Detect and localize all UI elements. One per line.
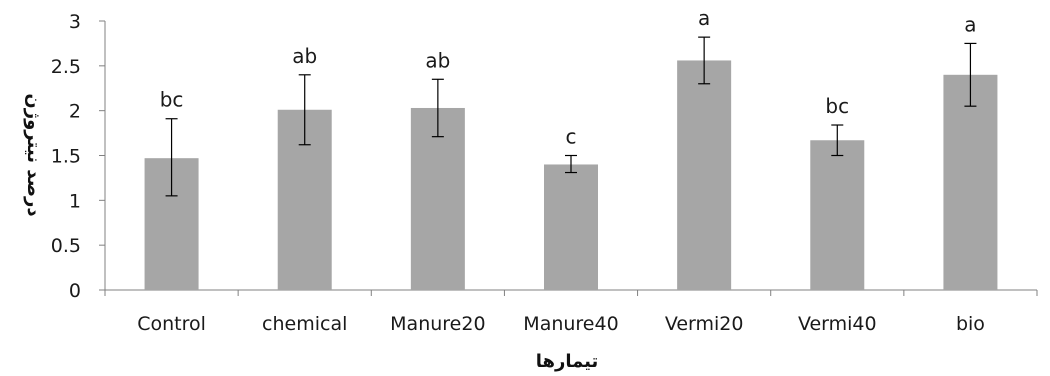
y-axis-title: درصد نیتروژن <box>23 93 44 216</box>
x-tick-label: bio <box>956 313 985 335</box>
bar <box>410 107 465 290</box>
bar <box>677 60 732 290</box>
significance-label: ab <box>425 48 450 72</box>
significance-label: a <box>964 12 976 36</box>
bar <box>544 164 598 290</box>
significance-label: a <box>698 6 710 30</box>
x-axis: Control chemical Manure20 Manure40 Vermi20 Ve… <box>104 289 1038 335</box>
bars <box>144 60 998 291</box>
bar <box>943 74 998 290</box>
bar <box>810 140 865 290</box>
significance-label: bc <box>160 88 184 112</box>
significance-label: bc <box>825 94 849 118</box>
y-axis: 0 0.5 1 1.5 2 2.5 3 <box>51 11 106 302</box>
x-axis-title: تیمارها <box>536 351 599 372</box>
significance-label: ab <box>292 44 317 68</box>
y-tick-label: 0.5 <box>51 235 81 257</box>
x-tick-label: Vermi20 <box>665 313 744 335</box>
y-tick-label: 0 <box>69 280 81 302</box>
error-bars <box>165 36 977 197</box>
x-tick-label: Vermi40 <box>798 313 877 335</box>
y-tick-label: 3 <box>69 11 81 33</box>
x-tick-label: Manure40 <box>523 313 618 335</box>
x-tick-label: Control <box>137 313 206 335</box>
y-tick-label: 1.5 <box>51 146 81 168</box>
y-tick-label: 2.5 <box>51 56 81 78</box>
y-tick-label: 1 <box>69 190 81 212</box>
significance-label: c <box>566 125 577 149</box>
x-tick-label: Manure20 <box>390 313 485 335</box>
y-tick-label: 2 <box>69 101 81 123</box>
x-tick-label: chemical <box>262 313 347 335</box>
